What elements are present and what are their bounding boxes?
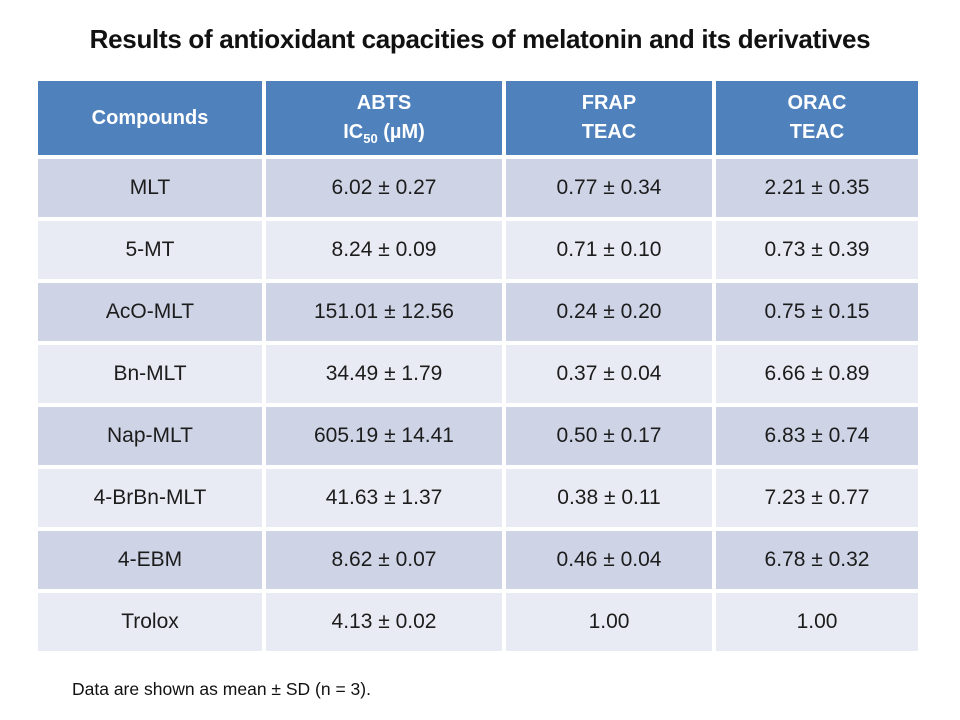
cell-orac-value: 7.23 ± 0.77 bbox=[716, 469, 918, 527]
ic-unit: (µM) bbox=[377, 121, 425, 143]
cell-compound: 4-EBM bbox=[38, 531, 262, 589]
cell-compound: MLT bbox=[38, 159, 262, 217]
cell-abts-value: 4.13 ± 0.02 bbox=[266, 593, 502, 651]
cell-orac-value: 6.78 ± 0.32 bbox=[716, 531, 918, 589]
cell-frap-value: 0.71 ± 0.10 bbox=[506, 221, 712, 279]
header-cell-compounds: Compounds bbox=[38, 81, 262, 155]
header-frap-line2: TEAC bbox=[581, 121, 637, 143]
table-row-4brbn-mlt: 4-BrBn-MLT 41.63 ± 1.37 0.38 ± 0.11 7.23… bbox=[38, 469, 918, 527]
cell-compound: AcO-MLT bbox=[38, 283, 262, 341]
table-row-nap-mlt: Nap-MLT 605.19 ± 14.41 0.50 ± 0.17 6.83 … bbox=[38, 407, 918, 465]
cell-abts-value: 41.63 ± 1.37 bbox=[266, 469, 502, 527]
table-row-bn-mlt: Bn-MLT 34.49 ± 1.79 0.37 ± 0.04 6.66 ± 0… bbox=[38, 345, 918, 403]
ic-prefix: IC bbox=[343, 121, 364, 143]
table-row-mlt: MLT 6.02 ± 0.27 0.77 ± 0.34 2.21 ± 0.35 bbox=[38, 159, 918, 217]
table-row-5mt: 5-MT 8.24 ± 0.09 0.71 ± 0.10 0.73 ± 0.39 bbox=[38, 221, 918, 279]
cell-abts-value: 8.24 ± 0.09 bbox=[266, 221, 502, 279]
cell-frap-value: 1.00 bbox=[506, 593, 712, 651]
cell-abts-value: 151.01 ± 12.56 bbox=[266, 283, 502, 341]
ic-subscript: 50 bbox=[363, 131, 378, 146]
table-row-4ebm: 4-EBM 8.62 ± 0.07 0.46 ± 0.04 6.78 ± 0.3… bbox=[38, 531, 918, 589]
header-abts-line1: ABTS bbox=[356, 92, 412, 114]
header-cell-frap: FRAP TEAC bbox=[506, 81, 712, 155]
results-table: Compounds ABTS IC50 (µM) FRAP TEAC ORAC … bbox=[38, 81, 918, 655]
cell-compound: 5-MT bbox=[38, 221, 262, 279]
cell-frap-value: 0.38 ± 0.11 bbox=[506, 469, 712, 527]
header-cell-orac: ORAC TEAC bbox=[716, 81, 918, 155]
cell-orac-value: 1.00 bbox=[716, 593, 918, 651]
header-cell-abts: ABTS IC50 (µM) bbox=[266, 81, 502, 155]
cell-abts-value: 34.49 ± 1.79 bbox=[266, 345, 502, 403]
cell-abts-value: 605.19 ± 14.41 bbox=[266, 407, 502, 465]
footnote: Data are shown as mean ± SD (n = 3). bbox=[72, 679, 371, 699]
cell-orac-value: 0.73 ± 0.39 bbox=[716, 221, 918, 279]
cell-frap-value: 0.50 ± 0.17 bbox=[506, 407, 712, 465]
cell-frap-value: 0.77 ± 0.34 bbox=[506, 159, 712, 217]
cell-orac-value: 0.75 ± 0.15 bbox=[716, 283, 918, 341]
table-row-trolox: Trolox 4.13 ± 0.02 1.00 1.00 bbox=[38, 593, 918, 651]
cell-frap-value: 0.24 ± 0.20 bbox=[506, 283, 712, 341]
cell-frap-value: 0.37 ± 0.04 bbox=[506, 345, 712, 403]
cell-abts-value: 6.02 ± 0.27 bbox=[266, 159, 502, 217]
cell-compound: Nap-MLT bbox=[38, 407, 262, 465]
header-compounds-label: Compounds bbox=[91, 106, 209, 129]
cell-orac-value: 2.21 ± 0.35 bbox=[716, 159, 918, 217]
table-row-aco-mlt: AcO-MLT 151.01 ± 12.56 0.24 ± 0.20 0.75 … bbox=[38, 283, 918, 341]
cell-compound: 4-BrBn-MLT bbox=[38, 469, 262, 527]
cell-compound: Bn-MLT bbox=[38, 345, 262, 403]
header-abts-line2: IC50 (µM) bbox=[343, 118, 425, 147]
cell-compound: Trolox bbox=[38, 593, 262, 651]
cell-frap-value: 0.46 ± 0.04 bbox=[506, 531, 712, 589]
cell-abts-value: 8.62 ± 0.07 bbox=[266, 531, 502, 589]
slide-title: Results of antioxidant capacities of mel… bbox=[89, 24, 871, 54]
table-header-row: Compounds ABTS IC50 (µM) FRAP TEAC ORAC … bbox=[38, 81, 918, 155]
cell-orac-value: 6.83 ± 0.74 bbox=[716, 407, 918, 465]
header-frap-line1: FRAP bbox=[581, 92, 637, 114]
cell-orac-value: 6.66 ± 0.89 bbox=[716, 345, 918, 403]
header-orac-line1: ORAC bbox=[787, 92, 847, 114]
header-orac-line2: TEAC bbox=[789, 121, 845, 143]
